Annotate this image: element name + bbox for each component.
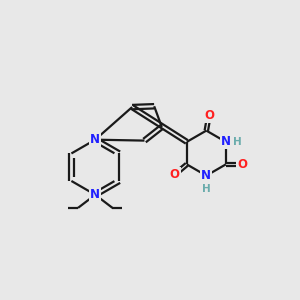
Text: H: H [233, 137, 242, 147]
Text: O: O [170, 168, 180, 181]
Text: N: N [90, 188, 100, 201]
Text: H: H [202, 184, 211, 194]
Text: N: N [90, 133, 100, 146]
Text: H: H [233, 137, 242, 147]
Text: N: N [90, 188, 100, 201]
Text: O: O [204, 109, 214, 122]
Text: O: O [237, 158, 247, 171]
Text: N: N [201, 169, 211, 182]
Text: N: N [221, 135, 231, 148]
Text: O: O [170, 168, 180, 181]
Text: N: N [201, 169, 211, 182]
Text: O: O [237, 158, 247, 171]
Text: N: N [221, 135, 231, 148]
Text: N: N [90, 133, 100, 146]
Text: O: O [204, 109, 214, 122]
Text: H: H [202, 184, 211, 194]
